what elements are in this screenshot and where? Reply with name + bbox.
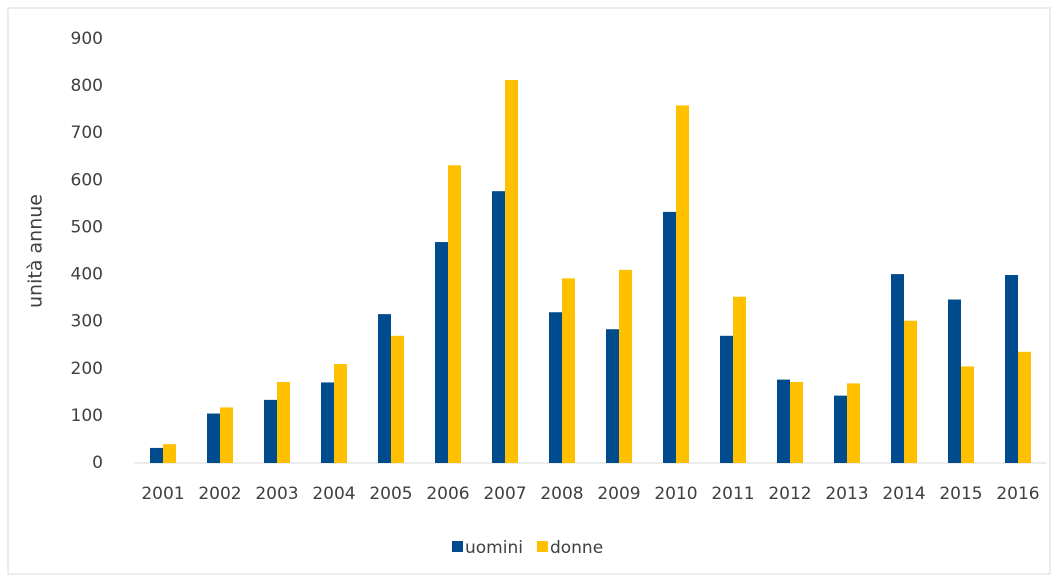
bar — [334, 364, 347, 463]
legend-label: donne — [550, 538, 603, 558]
bar — [961, 366, 974, 463]
bar — [562, 278, 575, 463]
bar — [150, 447, 163, 463]
y-tick-label: 900 — [71, 29, 103, 49]
bar — [948, 299, 961, 463]
bar — [321, 382, 334, 463]
x-tick-label: 2008 — [540, 484, 583, 504]
y-tick-label: 400 — [71, 265, 103, 285]
bar — [606, 329, 619, 463]
bar — [733, 296, 746, 463]
x-tick-label: 2014 — [882, 484, 925, 504]
x-tick-label: 2007 — [483, 484, 526, 504]
x-tick-label: 2016 — [996, 484, 1039, 504]
y-tick-label: 200 — [71, 359, 103, 379]
bar — [448, 165, 461, 463]
legend-swatch — [452, 541, 463, 552]
bar — [847, 383, 860, 463]
bar — [492, 191, 505, 463]
bar — [720, 335, 733, 463]
bar — [1005, 275, 1018, 463]
bar — [207, 413, 220, 463]
x-tick-label: 2003 — [255, 484, 298, 504]
bar — [619, 269, 632, 463]
x-tick-label: 2002 — [198, 484, 241, 504]
x-tick-label: 2006 — [426, 484, 469, 504]
y-tick-label: 100 — [71, 406, 103, 426]
x-tick-label: 2013 — [825, 484, 868, 504]
x-tick-label: 2001 — [141, 484, 184, 504]
legend-swatch — [536, 541, 548, 552]
bar — [163, 444, 176, 463]
bar — [891, 274, 904, 463]
x-tick-label: 2004 — [312, 484, 355, 504]
y-tick-label: 500 — [71, 217, 103, 237]
x-tick-label: 2011 — [711, 484, 754, 504]
bar — [676, 105, 689, 463]
legend-label: uomini — [465, 538, 523, 558]
x-tick-label: 2010 — [654, 484, 697, 504]
y-tick-label: 300 — [71, 312, 103, 332]
x-tick-label: 2015 — [939, 484, 982, 504]
bar — [435, 242, 448, 463]
bar — [549, 312, 562, 463]
y-axis-label: unità annue — [25, 194, 47, 308]
y-tick-label: 700 — [71, 123, 103, 143]
bar — [663, 211, 676, 463]
y-tick-label: 600 — [71, 170, 103, 190]
bar — [277, 381, 290, 463]
bar — [777, 379, 790, 463]
bar — [904, 320, 917, 463]
bar — [1018, 351, 1031, 463]
bar — [834, 395, 847, 463]
x-tick-label: 2009 — [597, 484, 640, 504]
bar — [220, 407, 233, 463]
x-tick-label: 2005 — [369, 484, 412, 504]
bar — [505, 79, 518, 463]
bar — [391, 335, 404, 463]
bar — [378, 314, 391, 463]
x-tick-label: 2012 — [768, 484, 811, 504]
bar — [790, 381, 803, 463]
y-tick-label: 0 — [92, 453, 103, 473]
bar — [264, 399, 277, 463]
chart-frame — [7, 7, 1051, 575]
y-tick-label: 800 — [71, 76, 103, 96]
